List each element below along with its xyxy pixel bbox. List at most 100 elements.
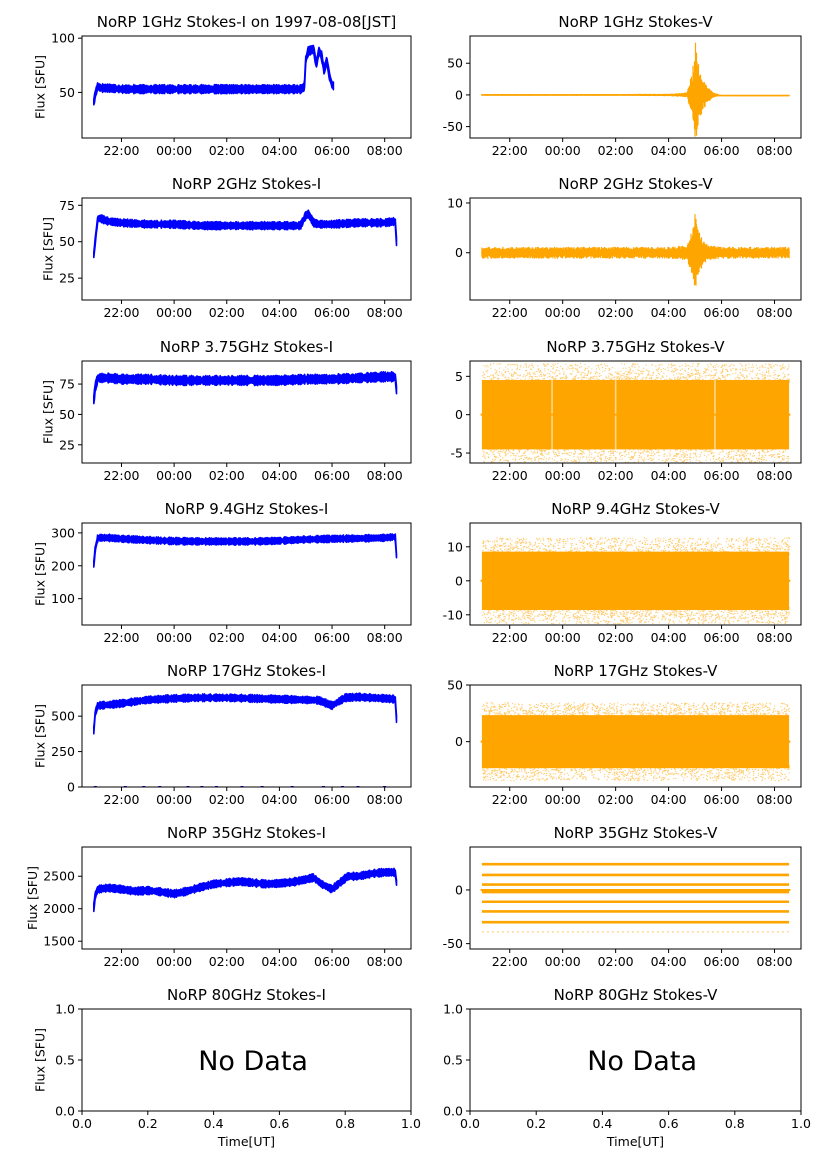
x-axis-label: Time[UT] <box>217 1134 275 1149</box>
panel-v5: 22:00 00:00 02:00 04:00 06:00 08:00 0 50 NoRP 17… <box>447 662 802 807</box>
xtick-label: 02:00 <box>209 143 245 158</box>
xtick-label: 06:00 <box>314 305 350 320</box>
panel-i5: 22:00 00:00 02:00 04:00 06:00 08:00 0 250 500 NoR… <box>33 662 412 807</box>
xtick-label: 0.2 <box>138 1116 158 1131</box>
xtick-label: 22:00 <box>492 954 528 969</box>
chart-title: NoRP 3.75GHz Stokes-I <box>160 338 333 356</box>
plot-area-v5 <box>480 702 791 782</box>
panel-v4: 22:00 00:00 02:00 04:00 06:00 08:00 -10 0 10 NoRP… <box>443 500 802 645</box>
ytick-label: 10 <box>447 539 463 554</box>
chart-title: NoRP 1GHz Stokes-V <box>558 13 713 31</box>
xtick-label: 1.0 <box>791 1116 811 1131</box>
xtick-label: 02:00 <box>598 630 634 645</box>
xtick-label: 04:00 <box>261 468 297 483</box>
xtick-label: 06:00 <box>704 792 740 807</box>
chart-title: NoRP 2GHz Stokes-V <box>558 175 713 193</box>
plot-area-v1 <box>481 42 790 137</box>
xtick-label: 22:00 <box>492 143 528 158</box>
y-axis-label: Flux [SFU] <box>40 380 55 444</box>
series-v1-0 <box>481 42 790 137</box>
xtick-label: 08:00 <box>757 792 793 807</box>
xtick-label: 22:00 <box>103 305 139 320</box>
axes-frame-i2 <box>81 197 412 301</box>
no-data-annotation: No Data <box>198 1046 308 1077</box>
y-axis-label: Flux [SFU] <box>25 866 40 930</box>
ytick-label: 2000 <box>43 901 75 916</box>
xtick-label: 08:00 <box>367 305 403 320</box>
xtick-label: 04:00 <box>261 143 297 158</box>
ytick-label: 0.0 <box>443 1104 463 1119</box>
xtick-label: 02:00 <box>209 305 245 320</box>
series-i5-0 <box>93 692 398 735</box>
ytick-label: 0.5 <box>443 1053 463 1068</box>
ytick-label: -50 <box>443 936 463 951</box>
xtick-label: 06:00 <box>704 468 740 483</box>
series-i4-0 <box>93 533 398 568</box>
chart-title: NoRP 35GHz Stokes-V <box>554 824 719 842</box>
chart-title: NoRP 80GHz Stokes-V <box>554 986 719 1004</box>
plot-area-v2 <box>481 214 790 286</box>
xtick-label: 00:00 <box>545 792 581 807</box>
ytick-label: -10 <box>443 607 463 622</box>
panel-i7: 0.0 0.2 0.4 0.6 0.8 1.0 0.0 0.5 1.0 NoRP 80GHz St… <box>33 986 421 1149</box>
axes-frame-v3 <box>469 360 802 464</box>
chart-title: NoRP 9.4GHz Stokes-I <box>165 500 329 518</box>
axes-frame-i6 <box>81 846 412 950</box>
series-i6-0 <box>93 867 398 913</box>
xtick-label: 04:00 <box>261 305 297 320</box>
panel-v3: 22:00 00:00 02:00 04:00 06:00 08:00 -5 0 5 NoRP 3… <box>451 338 802 483</box>
ytick-label: 0 <box>67 780 75 795</box>
series-i1-0 <box>93 44 335 106</box>
xtick-label: 04:00 <box>261 630 297 645</box>
ytick-label: 25 <box>59 271 75 286</box>
xtick-label: 06:00 <box>314 954 350 969</box>
ytick-label: 250 <box>51 744 75 759</box>
axes-frame-i3 <box>81 360 412 464</box>
ytick-label: 50 <box>59 234 75 249</box>
xtick-label: 08:00 <box>367 630 403 645</box>
xtick-label: 00:00 <box>156 143 192 158</box>
y-axis-label: Flux [SFU] <box>40 217 55 281</box>
ytick-label: 5 <box>455 369 463 384</box>
xtick-label: 22:00 <box>103 954 139 969</box>
y-axis-label: Flux [SFU] <box>33 542 48 606</box>
y-axis-label: Flux [SFU] <box>33 1028 48 1092</box>
x-axis-label: Time[UT] <box>606 1134 664 1149</box>
xtick-label: 00:00 <box>156 630 192 645</box>
ytick-label: 200 <box>51 558 75 573</box>
y-axis-label: Flux [SFU] <box>33 704 48 768</box>
axes-frame-v6 <box>469 846 802 950</box>
xtick-label: 08:00 <box>757 954 793 969</box>
y-axis-label: Flux [SFU] <box>33 55 48 119</box>
xtick-label: 02:00 <box>209 792 245 807</box>
series-v4-scatter <box>481 537 791 625</box>
plot-area-v3 <box>480 363 791 463</box>
panel-v2: 22:00 00:00 02:00 04:00 06:00 08:00 0 10 NoRP 2G… <box>447 175 802 320</box>
xtick-label: 04:00 <box>651 954 687 969</box>
chart-title: NoRP 1GHz Stokes-I on 1997-08-08[JST] <box>97 13 397 31</box>
plot-area-v4 <box>480 537 791 625</box>
xtick-label: 06:00 <box>704 143 740 158</box>
xtick-label: 00:00 <box>156 468 192 483</box>
xtick-label: 22:00 <box>492 630 528 645</box>
panel-v7: 0.0 0.2 0.4 0.6 0.8 1.0 0.0 0.5 1.0 NoRP 80GHz St… <box>443 986 811 1149</box>
xtick-label: 02:00 <box>209 954 245 969</box>
axes-frame-i4 <box>81 522 412 626</box>
chart-title: NoRP 35GHz Stokes-I <box>167 824 326 842</box>
ytick-label: 50 <box>59 407 75 422</box>
ytick-label: 100 <box>51 591 75 606</box>
ytick-label: 50 <box>59 85 75 100</box>
ytick-label: 1.0 <box>443 1002 463 1017</box>
xtick-label: 04:00 <box>261 792 297 807</box>
ytick-label: 0 <box>455 87 463 102</box>
axes-frame-i1 <box>81 35 412 139</box>
xtick-label: 08:00 <box>367 792 403 807</box>
xtick-label: 08:00 <box>757 468 793 483</box>
xtick-label: 02:00 <box>598 954 634 969</box>
series-i3-0 <box>93 371 398 405</box>
ytick-label: 25 <box>59 437 75 452</box>
xtick-label: 0.8 <box>335 1116 355 1131</box>
panel-v1: 22:00 00:00 02:00 04:00 06:00 08:00 -50 0 50 NoRP… <box>443 13 802 158</box>
xtick-label: 0.0 <box>72 1116 92 1131</box>
